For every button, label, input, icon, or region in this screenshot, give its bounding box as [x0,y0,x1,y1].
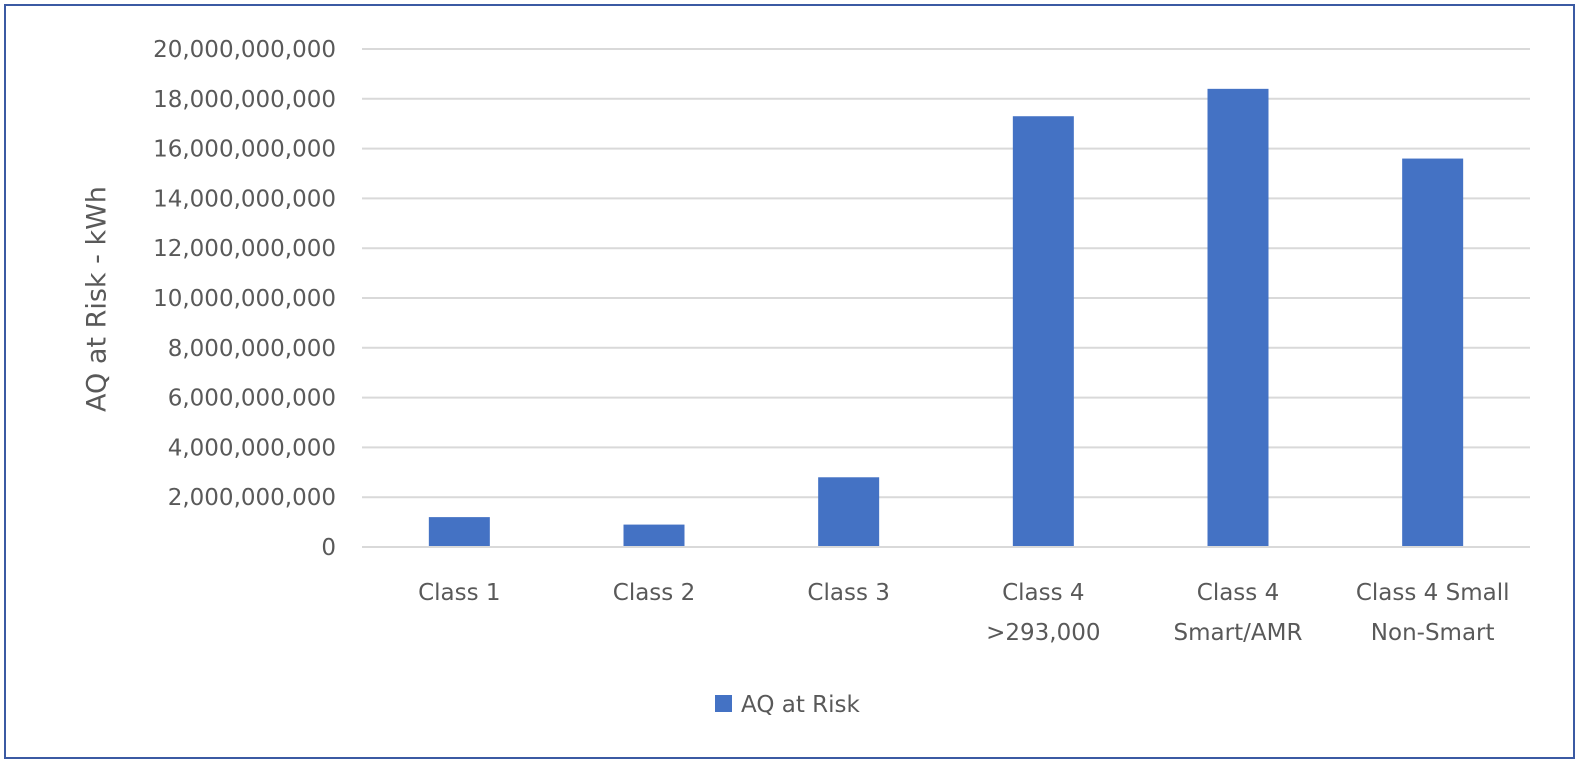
chart-frame: 0 2,000,000,000 4,000,000,000 6,000,000,000… [4,4,1575,759]
y-tick-label: 4,000,000,000 [168,435,336,461]
y-axis-tick-labels: 0 2,000,000,000 4,000,000,000 6,000,000,000… [153,37,336,561]
bar [428,517,490,547]
x-axis-category-labels: Class 1 Class 2 Class 3 Class 4 >293,000 Clas… [418,580,1509,646]
y-tick-label: 16,000,000,000 [153,137,336,163]
x-category-label: Class 4 [1002,580,1084,606]
x-category-label: Class 2 [613,580,695,606]
y-tick-label: 2,000,000,000 [168,485,336,511]
x-category-label: Smart/AMR [1174,620,1303,646]
bars [428,88,1464,547]
x-category-label: Class 1 [418,580,500,606]
bar [1402,158,1464,547]
y-tick-label: 20,000,000,000 [153,37,336,63]
chart-svg: 0 2,000,000,000 4,000,000,000 6,000,000,000… [82,37,1530,718]
y-tick-label: 10,000,000,000 [153,286,336,312]
y-axis-title: AQ at Risk - kWh [82,186,113,412]
legend-swatch [715,695,732,712]
gridlines [362,48,1530,499]
y-tick-label: 18,000,000,000 [153,87,336,113]
y-tick-label: 8,000,000,000 [168,336,336,362]
legend: AQ at Risk [715,692,861,718]
y-tick-label: 6,000,000,000 [168,386,336,412]
x-category-label: Class 3 [807,580,889,606]
y-tick-label: 14,000,000,000 [153,186,336,212]
y-tick-label: 0 [321,535,336,561]
x-category-label: Non-Smart [1371,620,1495,646]
x-category-label: >293,000 [986,620,1100,646]
bar [818,477,880,547]
x-category-label: Class 4 [1197,580,1279,606]
legend-label: AQ at Risk [741,692,861,718]
y-tick-label: 12,000,000,000 [153,236,336,262]
bar [623,524,685,547]
bar [1207,88,1269,547]
bar [1012,116,1074,547]
x-category-label: Class 4 Small [1356,580,1510,606]
